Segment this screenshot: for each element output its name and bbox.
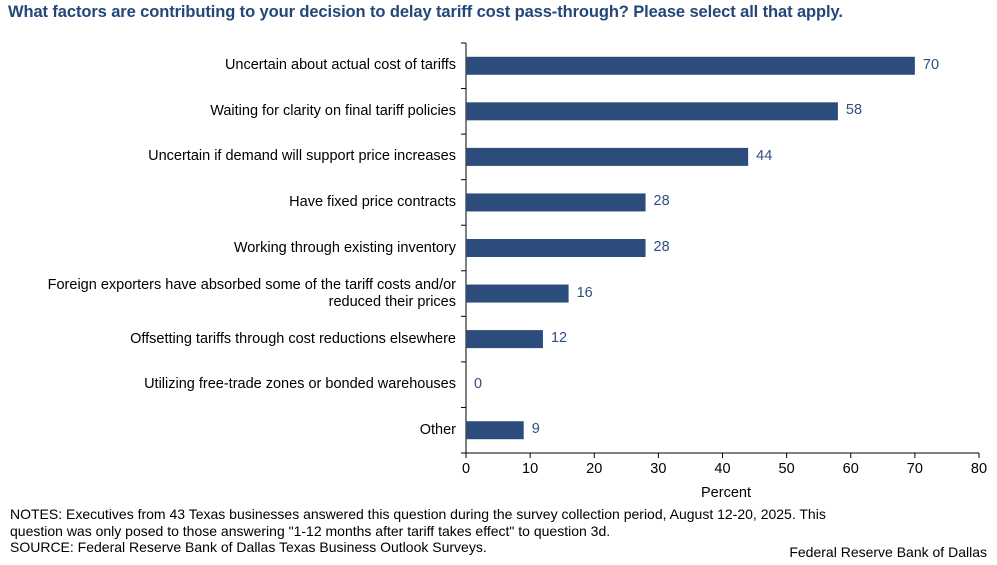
value-label: 12 bbox=[550, 330, 568, 347]
bar bbox=[466, 147, 749, 166]
category-label: Have fixed price contracts bbox=[289, 193, 456, 210]
value-label: 9 bbox=[531, 421, 540, 438]
x-axis-label: Percent bbox=[701, 485, 751, 501]
bar bbox=[466, 239, 646, 257]
category-label: Foreign exporters have absorbed some of … bbox=[47, 276, 456, 310]
x-tick-label: 50 bbox=[778, 461, 795, 477]
x-tick-label: 70 bbox=[906, 461, 923, 477]
category-label: Other bbox=[419, 421, 456, 438]
x-tick-label: 10 bbox=[522, 461, 539, 477]
bar bbox=[466, 330, 543, 349]
x-tick-label: 20 bbox=[586, 461, 603, 477]
bar bbox=[466, 102, 838, 121]
category-label: Uncertain if demand will support price i… bbox=[148, 148, 456, 165]
category-label: Uncertain about actual cost of tariffs bbox=[224, 57, 456, 74]
x-tick-label: 60 bbox=[842, 461, 859, 477]
x-tick-label: 80 bbox=[970, 461, 988, 477]
notes: NOTES: Executives from 43 Texas business… bbox=[10, 506, 970, 556]
bar bbox=[466, 56, 915, 75]
bar bbox=[466, 284, 569, 303]
notes-line-2: question was only posed to those answeri… bbox=[10, 522, 611, 539]
value-label: 70 bbox=[922, 56, 940, 73]
notes-line-1: NOTES: Executives from 43 Texas business… bbox=[10, 506, 826, 522]
value-label: 0 bbox=[474, 375, 483, 392]
value-label: 16 bbox=[576, 284, 593, 301]
bar bbox=[466, 193, 646, 212]
value-label: 44 bbox=[756, 147, 773, 164]
x-tick-label: 0 bbox=[461, 461, 471, 477]
x-tick-label: 30 bbox=[650, 461, 667, 477]
value-label: 58 bbox=[845, 102, 863, 119]
category-label: Waiting for clarity on final tariff poli… bbox=[210, 102, 456, 119]
credit-line: Federal Reserve Bank of Dallas bbox=[789, 544, 987, 560]
value-label: 28 bbox=[653, 239, 670, 255]
category-label: Utilizing free-trade zones or bonded war… bbox=[144, 376, 456, 393]
value-label: 28 bbox=[653, 193, 670, 210]
category-label: Working through existing inventory bbox=[233, 239, 456, 256]
bar bbox=[466, 421, 524, 440]
source-line: SOURCE: Federal Reserve Bank of Dallas T… bbox=[10, 539, 487, 555]
chart-title: What factors are contributing to your de… bbox=[8, 3, 843, 21]
category-label: Offsetting tariffs through cost reductio… bbox=[130, 330, 456, 347]
bar-chart bbox=[461, 42, 980, 458]
x-tick-label: 40 bbox=[714, 461, 731, 477]
